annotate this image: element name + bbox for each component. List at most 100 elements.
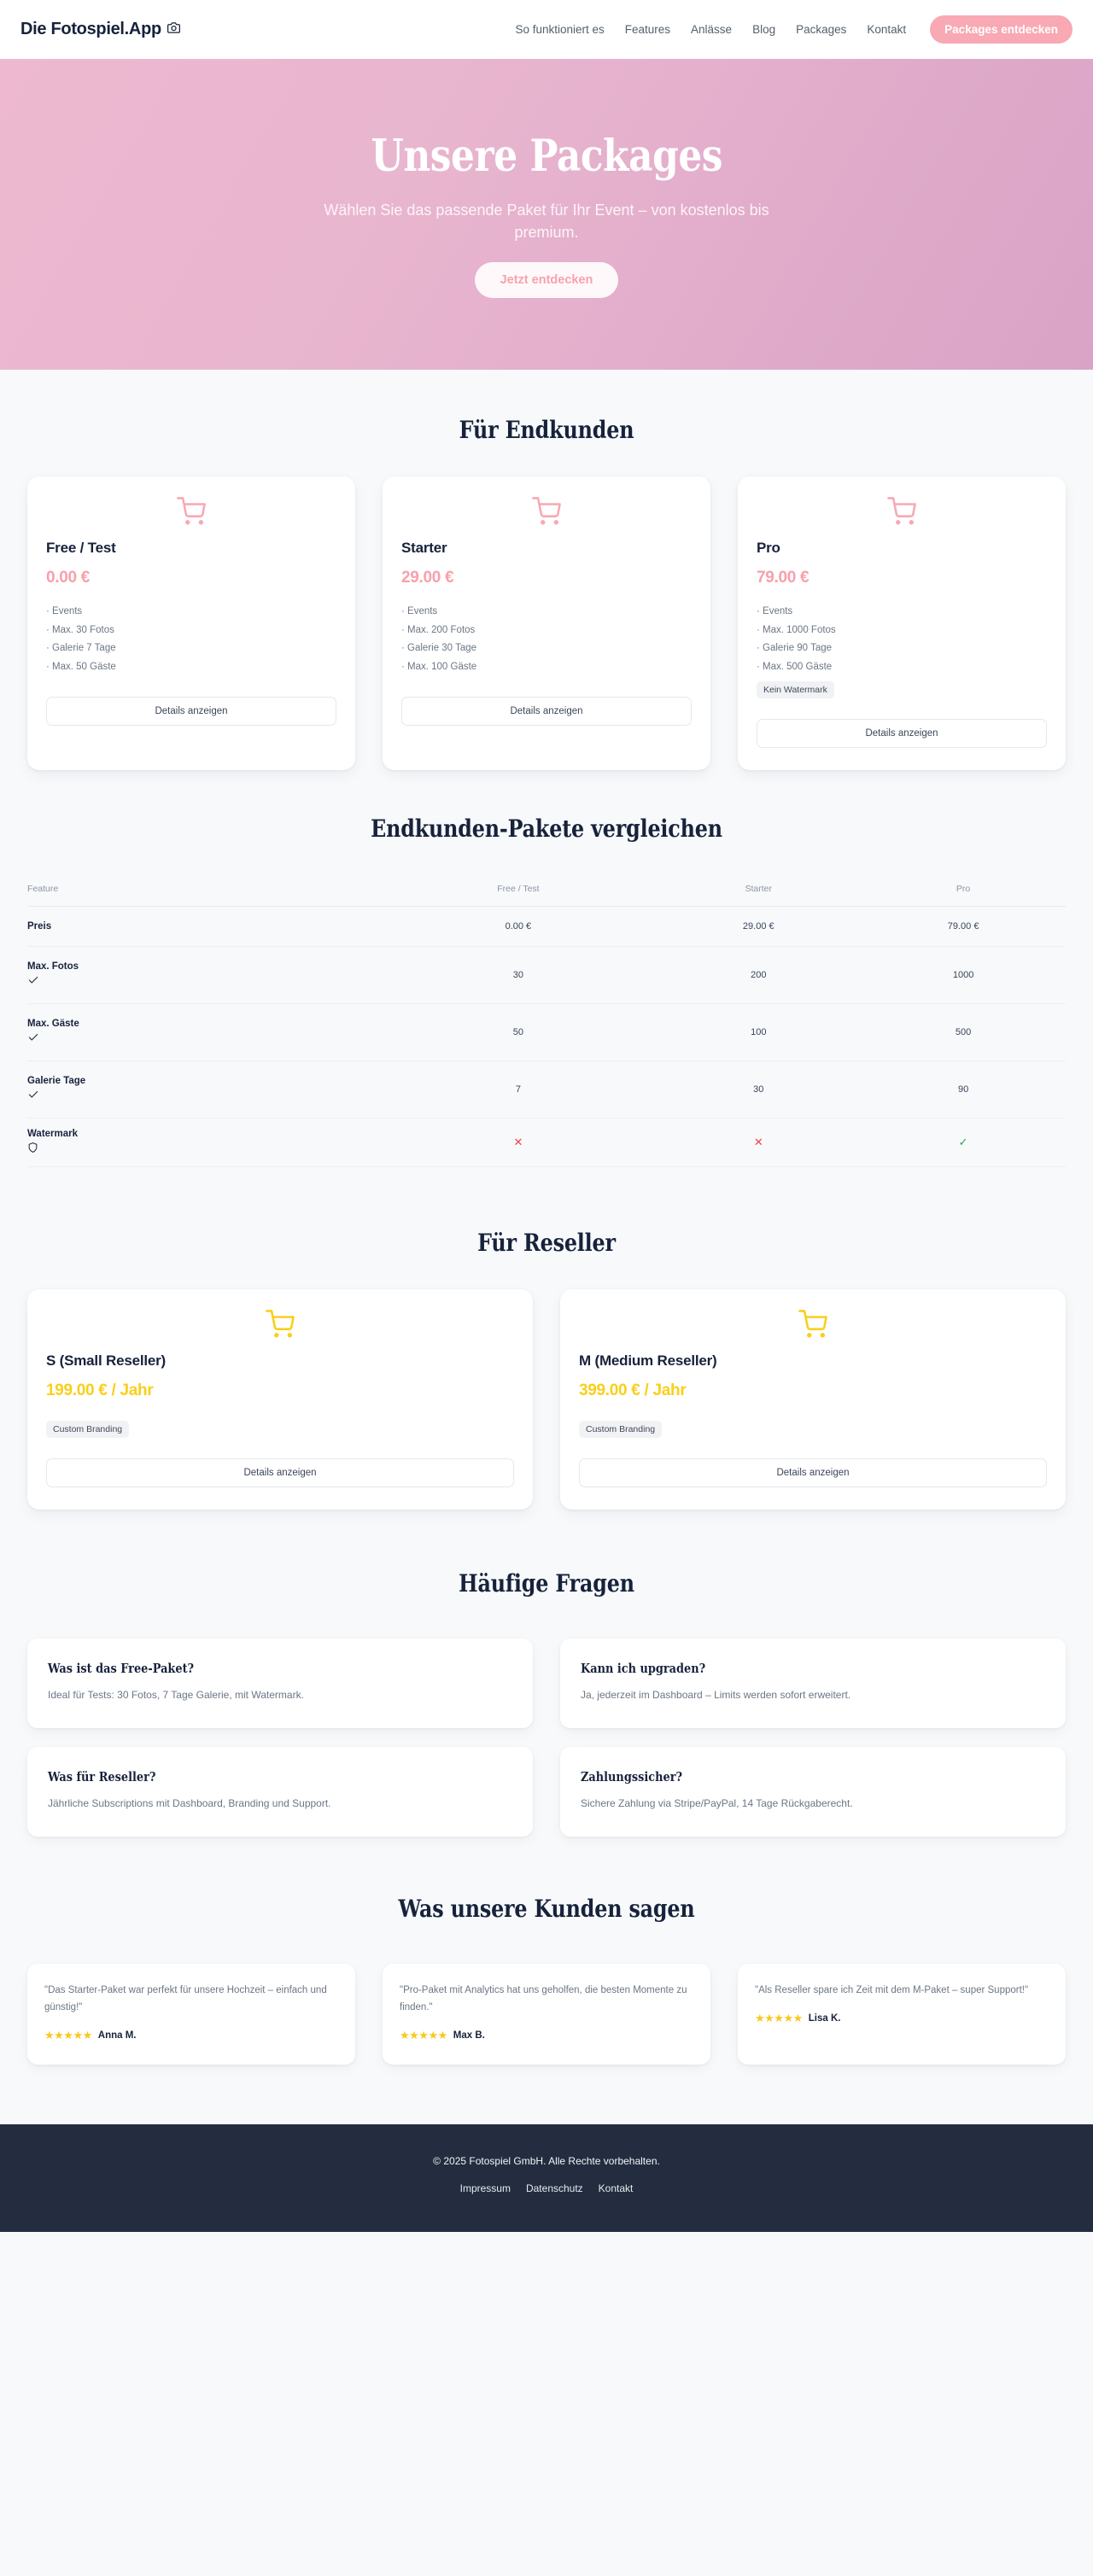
cell-free: 30 (380, 946, 657, 1005)
testimonial-card: "Als Reseller spare ich Zeit mit dem M-P… (738, 1964, 1066, 2065)
logo-text: Die Fotospiel.App (20, 20, 161, 38)
logo[interactable]: Die Fotospiel.App (20, 20, 180, 39)
header-cta-button[interactable]: Packages entdecken (930, 15, 1073, 44)
nav-link-blog[interactable]: Blog (752, 23, 776, 36)
card-title: Pro (757, 540, 780, 556)
card-title: S (Small Reseller) (46, 1352, 167, 1370)
list-item: · Max. 500 Gäste (757, 661, 833, 672)
details-button[interactable]: Details anzeigen (401, 697, 692, 727)
column-header-feature: Feature (27, 884, 381, 908)
column-header-starter: Starter (656, 884, 862, 908)
list-item: · Max. 1000 Fotos (757, 624, 836, 635)
shopping-cart-icon (46, 497, 336, 526)
compare-table: Feature Free / Test Starter Pro Preis 0.… (27, 884, 1066, 1168)
faq-question: Zahlungssicher? (581, 1769, 683, 1785)
footer-link-kontakt[interactable]: Kontakt (598, 2182, 634, 2194)
cell-pro: 90 (861, 1060, 1066, 1119)
details-button[interactable]: Details anzeigen (46, 697, 336, 727)
nav-link-packages[interactable]: Packages (796, 23, 847, 36)
faq-card[interactable]: Was für Reseller? Jährliche Subscription… (27, 1747, 533, 1837)
card-title: Starter (401, 540, 447, 556)
compare-table-wrap: Feature Free / Test Starter Pro Preis 0.… (14, 884, 1079, 1168)
list-item: · Galerie 30 Tage (401, 643, 477, 654)
shield-icon (27, 1142, 380, 1156)
list-item: · Max. 200 Fotos (401, 624, 476, 635)
cell-starter: 30 (656, 1060, 862, 1119)
card-price: 399.00 € / Jahr (579, 1381, 687, 1400)
pricing-card-pro[interactable]: Pro 79.00 € · Events · Max. 1000 Fotos ·… (738, 476, 1066, 771)
testimonial-footer: ★★★★★ Anna M. (44, 2029, 338, 2042)
reseller-cards: S (Small Reseller) 199.00 € / Jahr Custo… (14, 1289, 1079, 1510)
hero-section: Unsere Packages Wählen Sie das passende … (0, 59, 1093, 370)
card-price: 0.00 € (46, 569, 91, 587)
row-feature-label: Watermark (27, 1129, 79, 1140)
faq-answer: Ja, jederzeit im Dashboard – Limits werd… (581, 1689, 851, 1702)
hero-cta-button[interactable]: Jetzt entdecken (474, 262, 619, 299)
cell-pro: 500 (861, 1003, 1066, 1062)
testimonial-author: Lisa K. (808, 2013, 841, 2024)
pricing-card-medium-reseller[interactable]: M (Medium Reseller) 399.00 € / Jahr Cust… (560, 1289, 1066, 1510)
table-row: Preis 0.00 € 29.00 € 79.00 € (27, 906, 1066, 948)
testimonial-footer: ★★★★★ Lisa K. (755, 2012, 1049, 2025)
cell-free: 50 (380, 1003, 657, 1062)
details-button[interactable]: Details anzeigen (579, 1458, 1047, 1488)
row-feature-cell: Max. Gäste (27, 1003, 381, 1062)
shopping-cart-icon (46, 1310, 514, 1339)
cell-starter: 29.00 € (656, 906, 862, 948)
check-icon (27, 974, 380, 989)
table-row: Galerie Tage 7 30 90 (27, 1060, 1066, 1119)
row-feature-cell: Max. Fotos (27, 946, 381, 1005)
testimonial-quote: "Als Reseller spare ich Zeit mit dem M-P… (755, 1985, 1029, 1996)
details-button[interactable]: Details anzeigen (757, 719, 1047, 749)
nav-link-so-funktioniert-es[interactable]: So funktioniert es (515, 23, 605, 36)
column-header-pro: Pro (861, 884, 1066, 908)
compare-section: Endkunden-Pakete vergleichen Feature Fre… (0, 815, 1093, 1168)
shopping-cart-icon (757, 497, 1047, 526)
details-button[interactable]: Details anzeigen (46, 1458, 514, 1488)
list-item: · Max. 30 Fotos (46, 624, 114, 635)
site-footer: © 2025 Fotospiel GmbH. Alle Rechte vorbe… (0, 2123, 1093, 2232)
hero-subtitle: Wählen Sie das passende Paket für Ihr Ev… (324, 201, 769, 241)
shopping-cart-icon (579, 1310, 1047, 1339)
table-row: Max. Fotos 30 200 1000 (27, 946, 1066, 1005)
table-header-row: Feature Free / Test Starter Pro (27, 884, 1066, 908)
testimonial-author: Anna M. (97, 2030, 137, 2041)
nav-link-anlaesse[interactable]: Anlässe (691, 23, 733, 36)
faq-card[interactable]: Kann ich upgraden? Ja, jederzeit im Dash… (560, 1638, 1066, 1729)
footer-links: Impressum Datenschutz Kontakt (0, 2182, 1093, 2194)
row-feature-label: Max. Fotos (27, 961, 79, 973)
nav-link-kontakt[interactable]: Kontakt (867, 23, 907, 36)
footer-link-datenschutz[interactable]: Datenschutz (525, 2182, 583, 2194)
reseller-title: Für Reseller (477, 1229, 616, 1258)
cell-free: 7 (380, 1060, 657, 1119)
faq-question: Was ist das Free-Paket? (48, 1661, 195, 1677)
testimonials-title: Was unsere Kunden sagen (398, 1895, 695, 1924)
faq-grid: Was ist das Free-Paket? Ideal für Tests:… (14, 1638, 1079, 1837)
pricing-card-free[interactable]: Free / Test 0.00 € · Events · Max. 30 Fo… (27, 476, 355, 771)
star-rating-icon: ★★★★★ (44, 2028, 92, 2042)
status-badge: Custom Branding (579, 1421, 663, 1439)
table-row: Watermark ✕ ✕ ✓ (27, 1118, 1066, 1168)
cross-icon: ✕ (513, 1136, 523, 1149)
reseller-section: Für Reseller S (Small Reseller) 199.00 €… (0, 1229, 1093, 1510)
page-root: Die Fotospiel.App So funktioniert es Fea… (0, 15, 1093, 2232)
feature-list: · Events · Max. 200 Fotos · Galerie 30 T… (401, 603, 692, 676)
footer-link-impressum[interactable]: Impressum (459, 2182, 511, 2194)
faq-card[interactable]: Was ist das Free-Paket? Ideal für Tests:… (27, 1638, 533, 1729)
cell-free: 0.00 € (380, 906, 657, 948)
endkunden-section: Für Endkunden Free / Test 0.00 € · Event… (0, 416, 1093, 771)
faq-answer: Ideal für Tests: 30 Fotos, 7 Tage Galeri… (48, 1689, 304, 1702)
main-nav: So funktioniert es Features Anlässe Blog… (515, 15, 1073, 44)
cross-icon: ✕ (753, 1136, 763, 1149)
pricing-card-starter[interactable]: Starter 29.00 € · Events · Max. 200 Foto… (383, 476, 710, 771)
table-body: Preis 0.00 € 29.00 € 79.00 € Max. Fotos … (27, 906, 1066, 1168)
feature-list: · Events · Max. 30 Fotos · Galerie 7 Tag… (46, 603, 336, 676)
pricing-card-small-reseller[interactable]: S (Small Reseller) 199.00 € / Jahr Custo… (27, 1289, 533, 1510)
faq-card[interactable]: Zahlungssicher? Sichere Zahlung via Stri… (560, 1747, 1066, 1837)
star-rating-icon: ★★★★★ (755, 2012, 803, 2025)
row-feature-cell: Galerie Tage (27, 1060, 381, 1119)
testimonial-card: "Pro-Paket mit Analytics hat uns geholfe… (383, 1964, 710, 2065)
status-badge: Kein Watermark (757, 681, 834, 699)
card-title: M (Medium Reseller) (579, 1352, 717, 1370)
nav-link-features[interactable]: Features (624, 23, 671, 36)
